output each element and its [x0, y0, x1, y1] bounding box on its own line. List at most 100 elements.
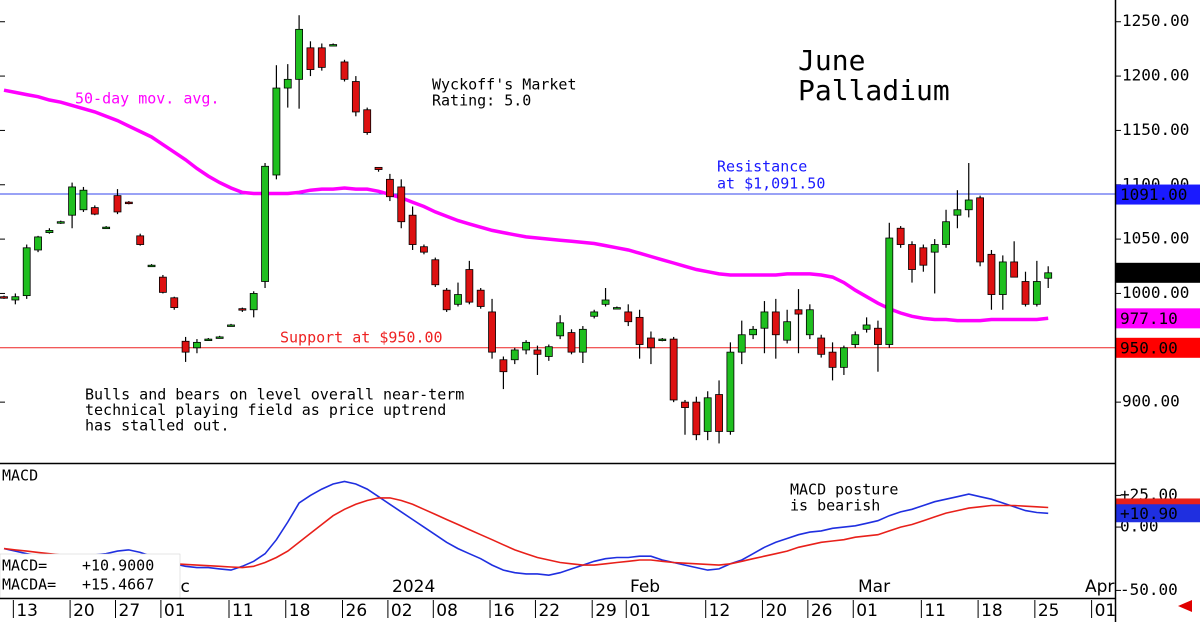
candle-body: [919, 247, 928, 266]
annotation: Bulls and bears on level overall near-te…: [85, 386, 464, 404]
candle-body: [272, 87, 281, 176]
candle-body: [385, 178, 394, 198]
candle-body: [1021, 281, 1030, 305]
candle-body: [908, 244, 916, 270]
annotation: Wyckoff's Market: [432, 76, 577, 94]
annotation: technical playing field as price uptrend: [85, 401, 446, 419]
candle-body: [56, 221, 65, 224]
candle-body: [669, 338, 678, 401]
candle-body: [567, 332, 576, 353]
price-label-box: [1115, 337, 1200, 358]
x-tick-label: 13: [16, 601, 38, 621]
candle-body: [828, 351, 837, 368]
candle-body: [499, 359, 508, 373]
candle-body: [794, 309, 803, 315]
x-tick-label: 12: [709, 601, 731, 621]
candle-body: [124, 201, 133, 205]
x-tick-label: 25: [1038, 601, 1060, 621]
x-tick-label: 02: [391, 601, 413, 621]
chart-title: Palladium: [798, 74, 950, 107]
candle-body: [147, 264, 156, 268]
candle-body: [90, 207, 99, 215]
moving-average: [3, 88, 1049, 323]
candle-body: [544, 346, 553, 357]
candle-body: [749, 328, 757, 336]
candle-body: [204, 338, 213, 341]
candle-body: [760, 311, 769, 329]
annotation: MACD posture: [790, 481, 898, 499]
candle-body: [68, 186, 76, 216]
candle-body: [964, 199, 973, 211]
candle-body: [726, 351, 735, 432]
candle-body: [998, 261, 1007, 295]
y-tick-label: 1050.00: [1122, 229, 1189, 248]
candle-body: [408, 214, 417, 245]
candle-body: [397, 186, 406, 223]
y-tick-label: 1000.00: [1122, 283, 1189, 302]
y-tick-label: 900.00: [1122, 392, 1180, 411]
candle-body: [158, 276, 167, 293]
y-tick-label: 1250.00: [1122, 11, 1189, 30]
readout-name: MACDA=: [2, 576, 56, 594]
value-box-label: +10.90: [1120, 504, 1178, 523]
readout-value: +10.9000: [82, 557, 154, 575]
candle-body: [1044, 272, 1053, 279]
month-label: Mar: [858, 577, 890, 597]
price-label: 950.00: [1120, 338, 1178, 357]
candle-body: [227, 324, 235, 327]
candle-body: [454, 294, 462, 305]
candle-body: [737, 334, 746, 353]
candle-body: [942, 221, 950, 245]
price-label: 1091.00: [1120, 185, 1187, 204]
candle-body: [113, 195, 122, 213]
y-tick-label: 1200.00: [1122, 66, 1189, 85]
candle-body: [351, 81, 360, 113]
candle-body: [238, 308, 247, 311]
candle-body: [510, 349, 519, 361]
candle-body: [22, 247, 31, 297]
candle-body: [0, 296, 8, 299]
x-tick-label: 01: [164, 601, 186, 621]
candle-body: [840, 347, 848, 368]
y-tick-label: 1150.00: [1122, 120, 1189, 139]
y-tick-label: -50.00: [1120, 580, 1178, 599]
candle-body: [465, 269, 474, 303]
candle-body: [1010, 261, 1019, 278]
readout-value: +15.4667: [82, 576, 154, 594]
candle-body: [34, 236, 42, 251]
scroll-arrow[interactable]: [1178, 600, 1192, 612]
candle-body: [930, 244, 939, 253]
price-label-box: [1115, 308, 1200, 329]
candle-body: [601, 299, 610, 305]
candle-body: [431, 259, 440, 286]
x-tick-label: 01: [1095, 601, 1117, 621]
x-tick-label: 20: [73, 601, 95, 621]
candle-body: [215, 336, 224, 339]
moving-average-label: 50-day mov. avg.: [75, 90, 220, 108]
price-label: 1019.00: [1120, 263, 1187, 282]
candle-body: [193, 341, 201, 349]
candle-body: [488, 311, 496, 353]
candle-body: [136, 235, 145, 245]
readout-name: MACD=: [2, 557, 47, 575]
candle-body: [102, 226, 111, 230]
panel-title: MACD: [2, 467, 38, 485]
candle-body: [476, 289, 485, 307]
candle-body: [624, 311, 633, 323]
price-label-box: [1115, 262, 1200, 283]
candle-body: [181, 340, 190, 353]
candle-body: [715, 394, 723, 432]
candle-body: [556, 322, 565, 337]
annotation: is bearish: [790, 497, 880, 515]
plot-layer: 900.001000.001050.001100.001150.001200.0…: [0, 11, 1200, 621]
candle-body: [340, 61, 349, 80]
readout-box: [0, 553, 181, 599]
candle-body: [658, 338, 667, 341]
candle-body: [79, 189, 88, 211]
x-tick-label: 22: [538, 601, 560, 621]
candle-body: [783, 321, 792, 341]
x-tick-label: 01: [856, 601, 878, 621]
month-label: Feb: [630, 577, 660, 597]
annotation: Rating: 5.0: [432, 92, 531, 110]
x-tick-label: 16: [493, 601, 515, 621]
